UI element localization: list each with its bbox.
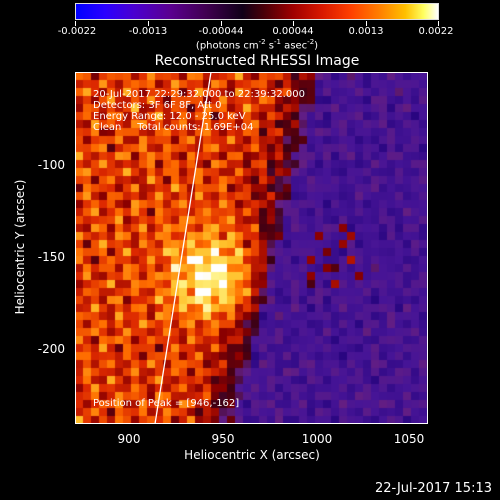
y-tick-label: -200 bbox=[37, 342, 65, 356]
colorbar-tick bbox=[366, 21, 367, 26]
generation-timestamp: 22-Jul-2017 15:13 bbox=[374, 481, 492, 496]
solar-limb-line bbox=[154, 72, 212, 424]
y-axis-title: Heliocentric Y (arcsec) bbox=[13, 179, 27, 315]
x-tick-label: 950 bbox=[211, 432, 235, 446]
limb-overlay bbox=[154, 72, 212, 424]
colorbar-tick bbox=[438, 21, 439, 26]
x-tick-label: 900 bbox=[117, 432, 141, 446]
y-tick-label: -100 bbox=[37, 158, 65, 172]
colorbar-tick-label: -0.0022 bbox=[57, 26, 97, 37]
info-detectors: Detectors: 3F 6F 8F, Att 0 bbox=[93, 100, 222, 111]
info-time-range: 20-Jul-2017 22:29:32.000 to 22:39:32.000 bbox=[93, 89, 305, 100]
image-heatmap bbox=[75, 72, 428, 424]
colorbar-tick-label: -0.00044 bbox=[198, 26, 244, 37]
image-title: Reconstructed RHESSI Image bbox=[154, 53, 360, 69]
colorbar-tick bbox=[148, 21, 149, 26]
colorbar-tick bbox=[221, 21, 222, 26]
info-energy-range: Energy Range: 12.0 - 25.0 keV bbox=[93, 111, 246, 122]
colorbar-tick-label: 0.00044 bbox=[272, 26, 314, 37]
x-tick-label: 1050 bbox=[393, 432, 425, 446]
info-peak-position: Position of Peak = [946,-162] bbox=[93, 398, 240, 409]
x-axis-title: Heliocentric X (arcsec) bbox=[184, 448, 320, 462]
colorbar-tick bbox=[75, 21, 76, 26]
y-tick-label: -150 bbox=[37, 250, 65, 264]
colorbar-tick-label: -0.0013 bbox=[128, 26, 168, 37]
colorbar-tick-label: 0.0013 bbox=[348, 26, 384, 37]
rhessi-image bbox=[75, 72, 428, 424]
colorbar-tick bbox=[293, 21, 294, 26]
x-tick-label: 1000 bbox=[301, 432, 333, 446]
info-clean-counts: Clean Total counts: 1.69E+04 bbox=[93, 122, 254, 133]
colorbar-tick-label: 0.0022 bbox=[418, 26, 454, 37]
colorbar bbox=[75, 3, 439, 20]
colorbar-units: (photons cm-2 s-1 asec-2) bbox=[195, 38, 319, 52]
